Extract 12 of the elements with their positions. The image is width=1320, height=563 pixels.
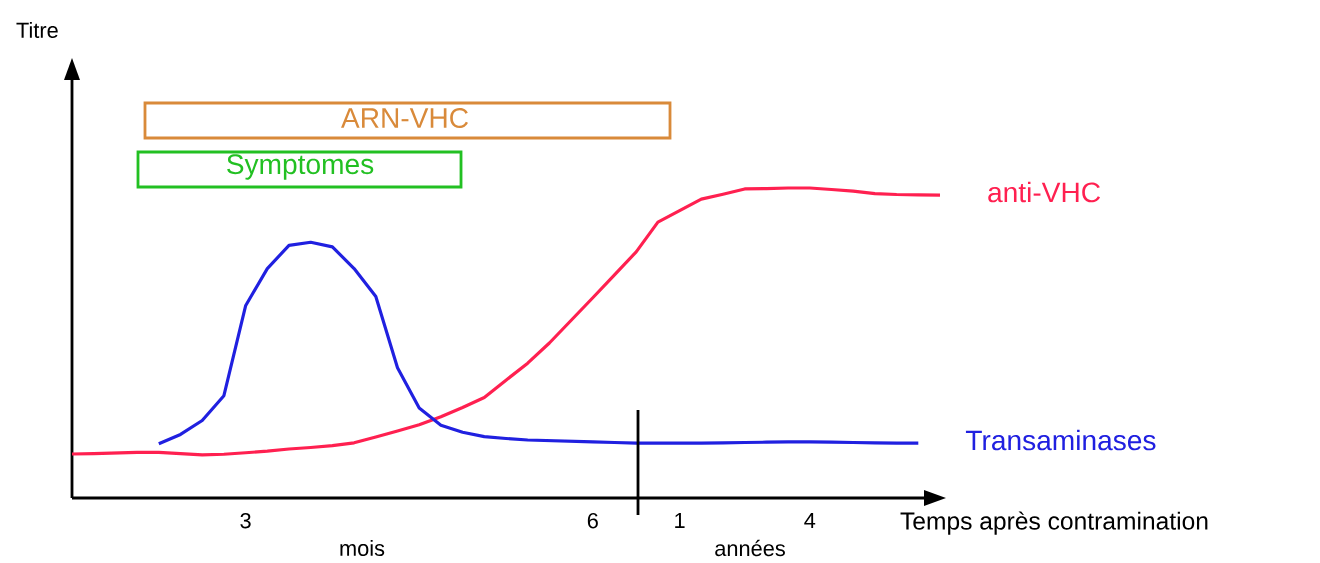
x-axis-title: Temps après contramination	[900, 511, 1208, 535]
series-label: anti-VHC	[988, 181, 1101, 203]
text: Symptomes	[227, 154, 374, 180]
x-tick-label: 1	[675, 512, 685, 528]
x-tick-label: 4	[804, 512, 816, 528]
text: années	[715, 539, 785, 556]
text: Titre	[16, 21, 58, 38]
text: mois	[340, 539, 385, 556]
text: ARN-VHC	[341, 107, 468, 128]
x-tick-label: 3	[240, 512, 251, 529]
series-label: Transaminases	[965, 429, 1156, 451]
x-tick-label: 6	[587, 512, 598, 529]
